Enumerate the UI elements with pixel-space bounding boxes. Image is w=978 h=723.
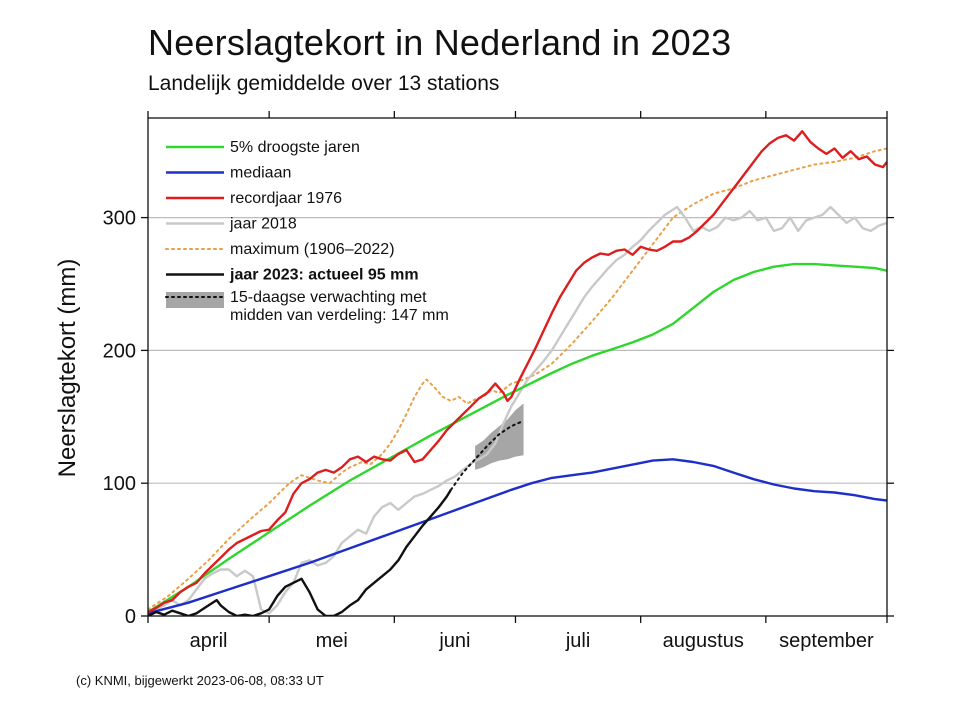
series-line-2 bbox=[148, 262, 887, 614]
legend-swatch-band bbox=[166, 292, 224, 308]
legend-label-6-line2: midden van verdeling: 147 mm bbox=[230, 307, 449, 324]
legend-label-0: maximum (1906–2022) bbox=[230, 241, 395, 258]
series-line-1 bbox=[148, 205, 887, 615]
legend-label-3: mediaan bbox=[230, 165, 291, 182]
series-line-6 bbox=[449, 419, 525, 491]
month-label-juni: juni bbox=[438, 630, 470, 652]
series-line-5 bbox=[148, 489, 452, 616]
plot-frame bbox=[147, 117, 888, 617]
series-line-3 bbox=[148, 458, 887, 615]
legend-label-6: 15-daagse verwachting met bbox=[230, 289, 427, 306]
legend-label-4: recordjaar 1976 bbox=[230, 190, 342, 207]
chart-title: Neerslagtekort in Nederland in 2023 bbox=[148, 22, 732, 63]
month-label-april: april bbox=[190, 630, 228, 652]
legend-label-1: jaar 2018 bbox=[229, 216, 297, 233]
month-label-september: september bbox=[779, 630, 874, 652]
y-tick-label-0: 0 bbox=[125, 606, 136, 628]
y-tick-label-100: 100 bbox=[103, 473, 136, 495]
series-line-4 bbox=[148, 130, 887, 614]
month-label-augustus: augustus bbox=[663, 630, 744, 652]
legend-label-5: jaar 2023: actueel 95 mm bbox=[229, 267, 419, 284]
legend-label-2: 5% droogste jaren bbox=[230, 139, 360, 156]
month-label-juli: juli bbox=[565, 630, 590, 652]
chart-subtitle: Landelijk gemiddelde over 13 stations bbox=[148, 72, 500, 95]
y-tick-label-300: 300 bbox=[103, 208, 136, 230]
y-tick-label-200: 200 bbox=[103, 340, 136, 362]
month-label-mei: mei bbox=[316, 630, 348, 652]
copyright-footer: (c) KNMI, bijgewerkt 2023-06-08, 08:33 U… bbox=[76, 673, 324, 688]
forecast-band bbox=[475, 403, 524, 470]
